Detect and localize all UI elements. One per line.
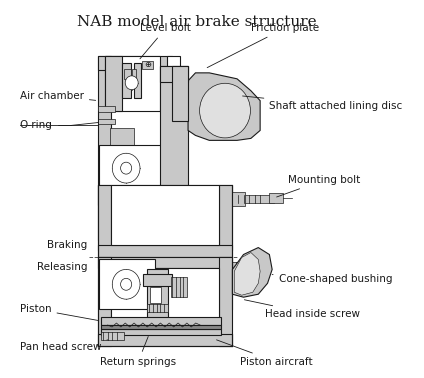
Bar	[98, 245, 232, 257]
Bar	[132, 69, 136, 79]
Bar	[220, 185, 232, 249]
Bar	[232, 195, 274, 203]
Bar	[124, 69, 131, 79]
Circle shape	[120, 278, 132, 290]
Text: Piston: Piston	[20, 304, 98, 321]
Bar	[160, 66, 188, 195]
Bar	[172, 66, 188, 121]
Polygon shape	[234, 253, 260, 295]
Circle shape	[112, 270, 140, 299]
Text: O-ring: O-ring	[20, 112, 98, 130]
Bar	[105, 56, 122, 111]
Bar	[98, 334, 232, 346]
Bar	[112, 185, 220, 245]
Bar	[98, 56, 112, 240]
Bar	[101, 317, 221, 325]
Bar	[167, 56, 180, 70]
Text: ⊕: ⊕	[144, 60, 151, 70]
Bar	[170, 277, 187, 297]
Circle shape	[120, 162, 132, 174]
Bar	[143, 274, 172, 286]
Bar	[98, 185, 112, 249]
Text: Piston aircraft: Piston aircraft	[217, 340, 312, 367]
Bar	[269, 193, 283, 203]
Bar	[101, 325, 221, 329]
Text: Shaft attached lining disc: Shaft attached lining disc	[243, 96, 403, 111]
Bar	[122, 63, 131, 98]
Bar	[98, 56, 172, 70]
Bar	[148, 304, 168, 312]
Text: Braking: Braking	[47, 240, 87, 249]
Ellipse shape	[200, 83, 251, 138]
Bar	[220, 257, 232, 346]
Text: Level bolt: Level bolt	[140, 23, 191, 59]
Text: Friction plate: Friction plate	[207, 23, 319, 68]
Text: NAB model air brake structure: NAB model air brake structure	[78, 15, 317, 29]
Bar	[143, 319, 172, 329]
Text: Releasing: Releasing	[37, 262, 87, 273]
Text: Head inside screw: Head inside screw	[244, 300, 360, 319]
Circle shape	[125, 76, 138, 90]
Bar	[150, 287, 161, 303]
Text: Mounting bolt: Mounting bolt	[276, 175, 360, 197]
Bar	[160, 66, 188, 82]
Text: Air chamber: Air chamber	[20, 91, 96, 101]
Bar	[232, 262, 251, 273]
Bar	[98, 119, 115, 124]
Text: Return springs: Return springs	[100, 336, 176, 367]
Bar	[101, 332, 124, 340]
Bar	[142, 61, 153, 69]
Text: Pan head screw: Pan head screw	[20, 340, 108, 352]
Bar	[110, 129, 134, 146]
Bar	[98, 257, 112, 346]
Bar	[232, 192, 245, 206]
Bar	[134, 63, 141, 98]
Bar	[148, 270, 168, 334]
Bar	[101, 329, 221, 335]
Bar	[99, 259, 155, 309]
Text: Cone-shaped bushing: Cone-shaped bushing	[272, 274, 392, 284]
Bar	[98, 257, 232, 268]
Bar	[105, 56, 160, 111]
Bar	[112, 268, 220, 334]
Polygon shape	[188, 73, 260, 140]
Bar	[99, 145, 164, 189]
Polygon shape	[232, 248, 272, 297]
Circle shape	[112, 153, 140, 183]
Bar	[98, 185, 232, 205]
Bar	[98, 105, 115, 112]
